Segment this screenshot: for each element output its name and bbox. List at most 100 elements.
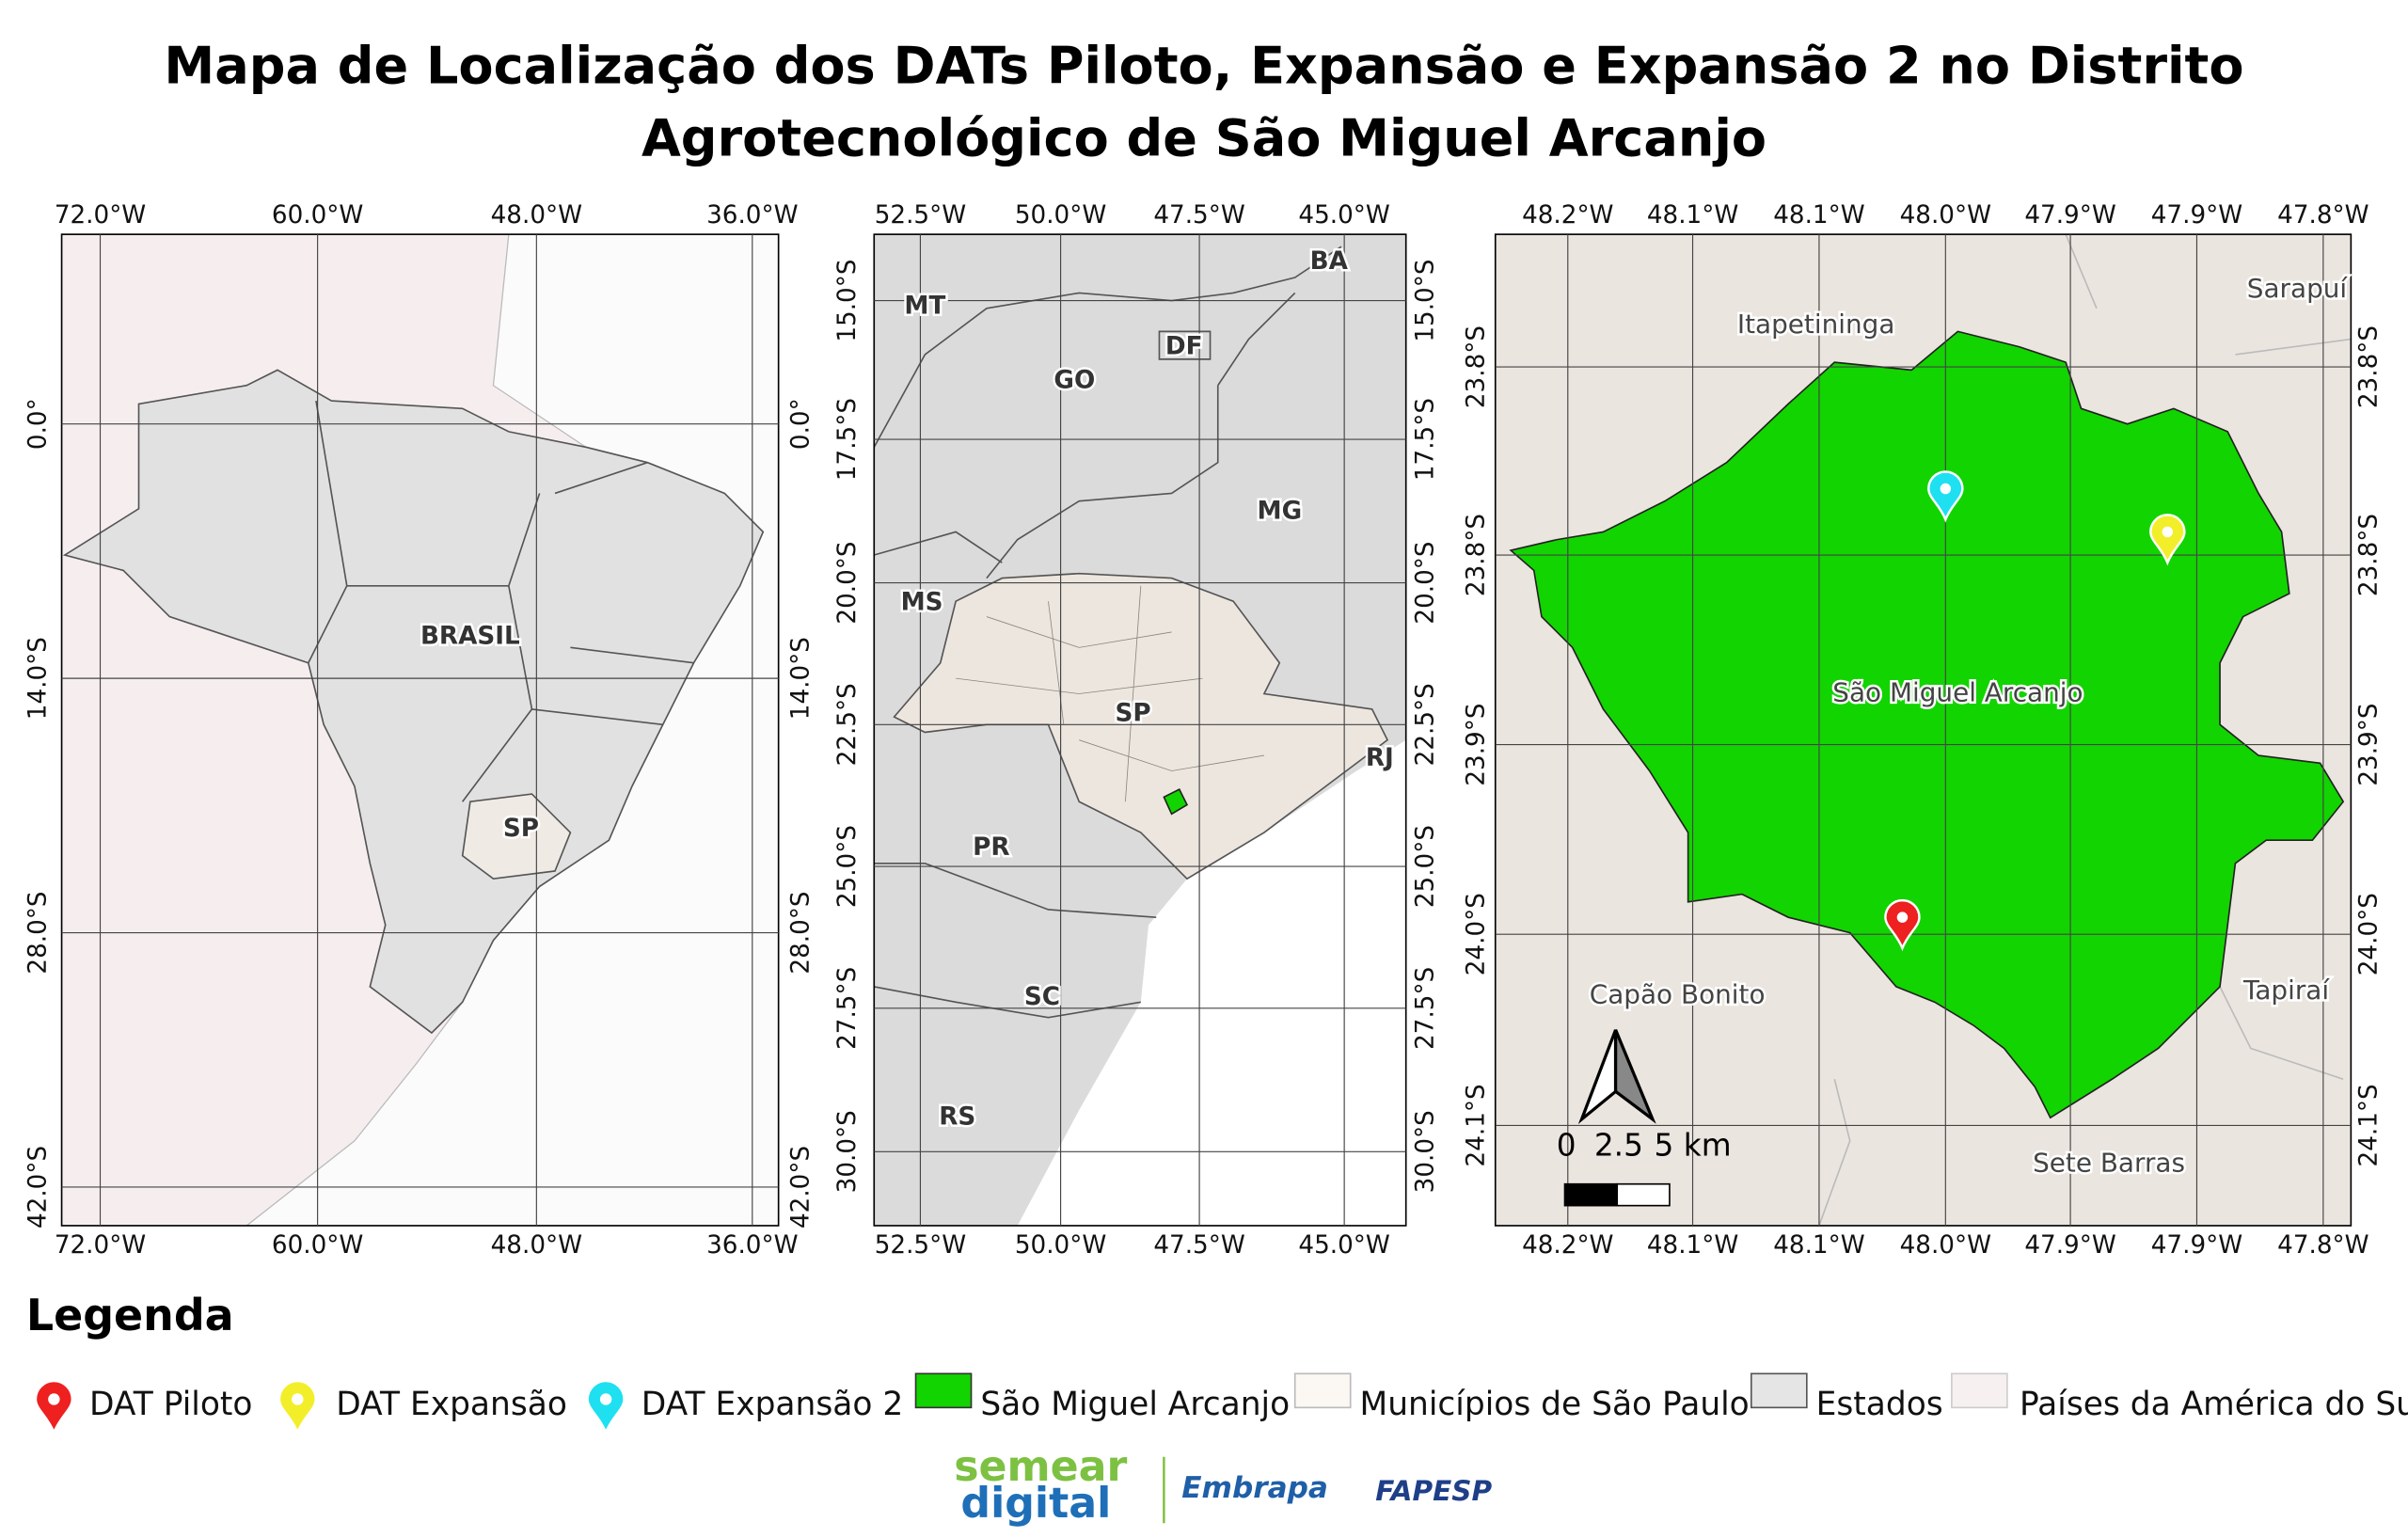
x-tick-label: 60.0°W	[272, 1231, 363, 1260]
legend-label: Estados	[1816, 1386, 1943, 1423]
y-tick-label: 42.0°S	[787, 1146, 816, 1229]
place-label: Capão Bonito	[1590, 979, 1766, 1010]
x-tick-label: 72.0°W	[55, 1231, 146, 1260]
grids	[61, 234, 2352, 1226]
place-label: GO	[1054, 366, 1095, 394]
y-tick-label: 22.5°S	[1412, 683, 1440, 766]
x-tick-label: 47.9°W	[2151, 201, 2242, 230]
legend-title: Legenda	[26, 1290, 234, 1340]
y-tick-label: 20.0°S	[1412, 541, 1440, 624]
frame	[873, 233, 1407, 1227]
legend-label: São Miguel Arcanjo	[980, 1386, 1290, 1423]
map-states	[874, 234, 1406, 1226]
x-tick-label: 48.0°W	[491, 1231, 582, 1260]
legend-label: DAT Expansão 2	[642, 1386, 903, 1423]
y-tick-label: 42.0°S	[24, 1146, 52, 1229]
place-label: RS	[939, 1103, 975, 1132]
y-tick-label: 14.0°S	[24, 637, 52, 720]
place-label: Itapetininga	[1737, 309, 1895, 340]
y-tick-label: 25.0°S	[1412, 825, 1440, 908]
x-tick-label: 48.0°W	[1900, 201, 1991, 230]
y-tick-label: 28.0°S	[787, 891, 816, 974]
x-tick-label: 36.0°W	[706, 201, 798, 230]
y-tick-label: 24.1°S	[1463, 1084, 1491, 1166]
logo: FAPESP	[1375, 1475, 1492, 1507]
y-tick-label: 0.0°	[787, 398, 816, 450]
place-label: PR	[973, 833, 1009, 862]
place-label: MT	[904, 293, 945, 321]
place-label: DF	[1165, 332, 1203, 360]
x-tick-label: 47.5°W	[1153, 1231, 1244, 1260]
scale-label: 0	[1557, 1127, 1576, 1163]
y-tick-label: 27.5°S	[833, 967, 862, 1050]
legend	[34, 1372, 2008, 1435]
x-tick-label: 72.0°W	[55, 201, 146, 230]
x-tick-label: 48.1°W	[1647, 1231, 1738, 1260]
y-tick-label: 23.8°S	[2355, 514, 2384, 596]
title-line: Agrotecnológico de São Miguel Arcanjo	[642, 108, 1766, 167]
legend-label: Países da América do Sul	[2020, 1386, 2408, 1423]
place-label: RJ	[1366, 744, 1394, 772]
logo: Embrapa	[1181, 1471, 1328, 1505]
place-label: SP	[1116, 699, 1151, 727]
place-label: MG	[1257, 498, 1302, 526]
map-brazil	[61, 234, 779, 1226]
y-tick-label: 20.0°S	[833, 541, 862, 624]
place-label: BA	[1310, 247, 1349, 276]
y-tick-label: 23.8°S	[1463, 325, 1491, 408]
map-municipality	[1495, 234, 2352, 1226]
x-tick-label: 52.5°W	[875, 1231, 966, 1260]
frame	[1494, 233, 2353, 1227]
y-tick-label: 23.9°S	[2355, 704, 2384, 786]
y-tick-label: 24.0°S	[2355, 893, 2384, 975]
x-tick-label: 48.2°W	[1522, 201, 1613, 230]
y-tick-label: 17.5°S	[833, 398, 862, 481]
place-label: Sete Barras	[2033, 1147, 2185, 1178]
legend-label: DAT Piloto	[89, 1386, 252, 1423]
y-tick-label: 0.0°	[24, 398, 52, 450]
title-line: Mapa de Localização dos DATs Piloto, Exp…	[164, 36, 2243, 95]
legend-label: DAT Expansão	[336, 1386, 567, 1423]
y-tick-label: 28.0°S	[24, 891, 52, 974]
place-label: São Miguel Arcanjo	[1832, 677, 2083, 708]
place-label: Tapiraí	[2242, 975, 2330, 1006]
x-tick-label: 48.0°W	[491, 201, 582, 230]
y-tick-label: 15.0°S	[833, 260, 862, 342]
frame	[60, 233, 780, 1227]
place-label: SC	[1024, 983, 1060, 1011]
x-tick-label: 47.8°W	[2277, 1231, 2368, 1260]
y-tick-label: 23.9°S	[1463, 704, 1491, 786]
north-arrow	[1577, 1029, 1656, 1125]
x-tick-label: 48.1°W	[1773, 1231, 1864, 1260]
x-tick-label: 48.2°W	[1522, 1231, 1613, 1260]
y-tick-label: 27.5°S	[1412, 967, 1440, 1050]
y-tick-label: 17.5°S	[1412, 398, 1440, 481]
x-tick-label: 50.0°W	[1015, 1231, 1106, 1260]
place-label: Sarapuí	[2247, 273, 2349, 304]
x-tick-label: 48.1°W	[1647, 201, 1738, 230]
x-tick-label: 48.1°W	[1773, 201, 1864, 230]
y-tick-label: 22.5°S	[833, 683, 862, 766]
graticule	[874, 234, 1406, 1226]
scale-label: 2.5	[1594, 1127, 1643, 1163]
x-tick-label: 36.0°W	[706, 1231, 798, 1260]
logo: semear	[954, 1443, 1127, 1491]
y-tick-label: 23.8°S	[1463, 514, 1491, 596]
y-tick-label: 23.8°S	[2355, 325, 2384, 408]
place-label: BRASIL	[420, 622, 520, 650]
x-tick-label: 60.0°W	[272, 201, 363, 230]
graticule	[1495, 234, 2352, 1226]
y-tick-label: 30.0°S	[1412, 1110, 1440, 1193]
x-tick-label: 47.5°W	[1153, 201, 1244, 230]
y-tick-label: 25.0°S	[833, 825, 862, 908]
x-tick-label: 48.0°W	[1900, 1231, 1991, 1260]
logo: digital	[960, 1480, 1111, 1528]
place-label: SP	[503, 815, 539, 843]
legend-label: Municípios de São Paulo	[1360, 1386, 1750, 1423]
x-tick-label: 50.0°W	[1015, 201, 1106, 230]
y-tick-label: 15.0°S	[1412, 260, 1440, 342]
y-tick-label: 24.0°S	[1463, 893, 1491, 975]
x-tick-label: 47.9°W	[2151, 1231, 2242, 1260]
x-tick-label: 45.0°W	[1298, 201, 1389, 230]
